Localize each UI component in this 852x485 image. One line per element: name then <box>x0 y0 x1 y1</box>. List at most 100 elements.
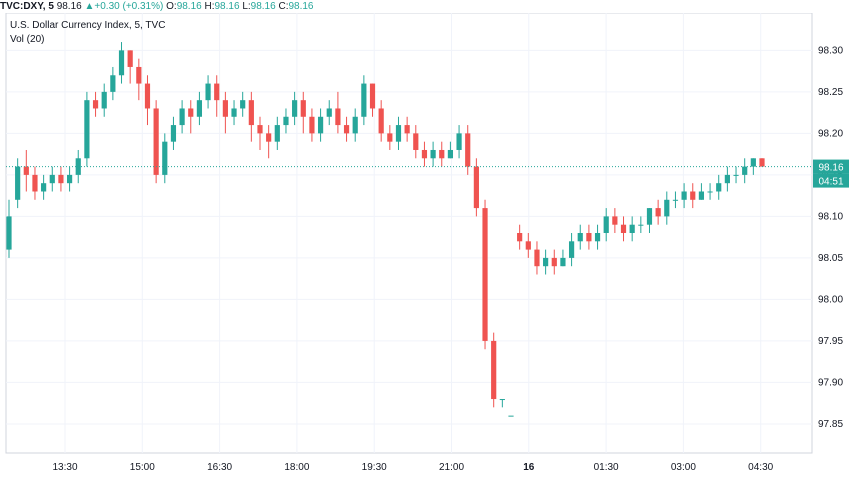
candle <box>6 199 12 258</box>
candle <box>586 224 592 250</box>
candle <box>58 166 64 192</box>
candle <box>716 174 722 200</box>
candle <box>395 116 402 150</box>
candle <box>205 75 211 109</box>
candle <box>326 100 332 126</box>
candle <box>110 66 116 101</box>
candle <box>343 116 350 142</box>
candle <box>257 116 263 150</box>
grid-lines <box>5 13 813 454</box>
candle <box>629 216 635 242</box>
candle <box>707 183 713 200</box>
candle <box>352 108 358 142</box>
candle <box>664 191 670 225</box>
candle <box>144 75 151 126</box>
low-value: 98.16 <box>250 1 276 12</box>
x-tick-label: 13:30 <box>52 462 77 473</box>
candle <box>525 233 531 258</box>
candle <box>101 83 107 117</box>
candle <box>724 166 730 192</box>
candle <box>196 91 203 126</box>
y-tick-label: 98.25 <box>818 87 843 98</box>
candle <box>439 141 445 167</box>
y-tick-label: 98.05 <box>818 253 843 264</box>
low-label: L: <box>242 1 251 12</box>
price-axis[interactable]: 98.3098.2598.2098.1598.1098.0598.0097.95… <box>818 45 843 430</box>
candle <box>517 224 523 250</box>
x-tick-label: 01:30 <box>594 462 619 473</box>
y-tick-label: 97.90 <box>818 377 843 388</box>
y-tick-label: 97.85 <box>818 419 843 430</box>
candle <box>214 75 220 117</box>
candle <box>309 108 315 142</box>
candle <box>421 141 428 167</box>
candle <box>292 91 298 126</box>
x-tick-label: 16 <box>523 462 535 473</box>
y-tick-label: 98.10 <box>818 211 843 222</box>
close-value: 98.16 <box>288 1 314 12</box>
candle <box>690 183 696 209</box>
countdown-badge-bg <box>813 173 849 188</box>
open-label: O: <box>166 1 177 12</box>
candle <box>698 183 705 200</box>
candle <box>118 42 125 84</box>
candle <box>594 224 601 250</box>
change-arrow-icon: ▲ <box>84 1 95 12</box>
countdown-badge-text: 04:51 <box>818 177 843 188</box>
price-chart[interactable]: 98.3098.2598.2098.1598.1098.0598.0097.95… <box>0 13 852 485</box>
time-axis[interactable]: 13:30 15:00 16:30 18:00 19:30 21:00 16 01:30 03:… <box>52 462 773 473</box>
candle <box>473 158 479 217</box>
y-tick-label: 97.95 <box>818 336 843 347</box>
candle <box>672 191 679 209</box>
candle <box>222 91 228 134</box>
price-change: +0.30 (+0.31%) <box>94 1 164 12</box>
candle <box>646 208 653 233</box>
candle <box>84 91 90 167</box>
candle <box>612 208 618 233</box>
chart-legend-title[interactable]: U.S. Dollar Currency Index, 5, TVC <box>10 20 166 31</box>
candle <box>508 415 514 417</box>
candle <box>638 216 644 233</box>
last-price-badge: 98.16 04:51 <box>813 159 849 188</box>
candle <box>266 125 272 159</box>
candle <box>66 166 73 192</box>
x-tick-label: 16:30 <box>207 462 232 473</box>
candle <box>317 108 324 142</box>
candle <box>188 100 194 134</box>
candle <box>742 158 748 184</box>
x-tick-label: 15:00 <box>130 462 155 473</box>
candle <box>378 100 384 142</box>
candle <box>92 91 99 117</box>
high-value: 98.16 <box>214 1 240 12</box>
candle <box>23 149 29 192</box>
candle <box>335 91 341 134</box>
y-tick-label: 98.20 <box>818 128 843 139</box>
candle <box>465 125 471 175</box>
last-price-badge-text: 98.16 <box>818 163 843 174</box>
candle <box>499 399 505 408</box>
high-label: H: <box>204 1 215 12</box>
candle <box>759 158 765 167</box>
candle <box>543 249 549 275</box>
candle <box>170 116 177 150</box>
chart-legend-volume[interactable]: Vol (20) <box>10 34 45 45</box>
candle <box>404 116 410 142</box>
x-tick-label: 03:00 <box>671 462 696 473</box>
candle-series <box>6 42 765 417</box>
candle <box>248 91 254 142</box>
candle <box>300 91 306 134</box>
symbol-name[interactable]: TVC:DXY, 5 <box>0 1 54 12</box>
candle <box>534 241 540 275</box>
open-value: 98.16 <box>176 1 202 12</box>
x-tick-label: 21:00 <box>439 462 464 473</box>
candle <box>603 208 609 242</box>
candle <box>127 50 133 84</box>
y-tick-label: 98.30 <box>818 45 843 56</box>
candle <box>369 83 376 117</box>
candle <box>681 183 687 209</box>
candle <box>447 141 454 159</box>
candle <box>655 199 661 225</box>
candle <box>240 91 246 117</box>
y-tick-label: 98.00 <box>818 294 843 305</box>
candle <box>179 100 185 134</box>
